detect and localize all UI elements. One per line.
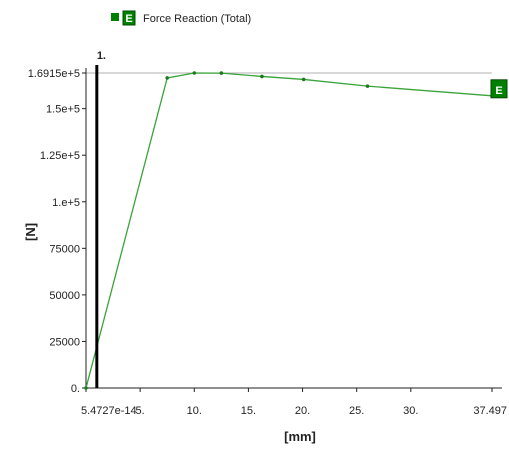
legend-color-swatch	[111, 13, 119, 21]
legend-badge	[122, 10, 136, 26]
data-point	[165, 76, 170, 80]
series-line	[85, 72, 493, 389]
y-tick-label: 1.5e+5	[46, 104, 80, 116]
y-tick-label: 1.25e+5	[40, 150, 80, 162]
cursor-layer[interactable]: 1.	[95, 50, 106, 388]
y-tick-label: 1.6915e+5	[28, 68, 80, 80]
legend: E Force Reaction (Total)	[111, 10, 251, 26]
y-tick-label: 0.	[71, 383, 80, 395]
data-point	[192, 71, 197, 75]
y-tick-label: 1.e+5	[52, 197, 80, 209]
end-badge-letter: E	[495, 85, 502, 97]
y-tick-label: 75000	[49, 243, 80, 255]
end-badge	[490, 79, 508, 99]
x-tick-label: 37.497	[473, 405, 507, 417]
x-tick-label: 25.	[349, 405, 364, 417]
data-point	[301, 77, 306, 82]
x-tick-label: 20.	[295, 405, 310, 417]
data-point	[260, 74, 264, 79]
data-point	[219, 71, 224, 75]
legend-badge-letter: E	[125, 13, 132, 25]
cursor-label: 1.	[97, 50, 106, 62]
x-axis-title: [mm]	[284, 429, 316, 444]
x-tick-label: 5.	[136, 405, 145, 417]
x-tick-label: 10.	[187, 405, 202, 417]
series-layer	[84, 71, 494, 390]
x-tick-label: 30.	[403, 405, 418, 417]
end-badge-layer: E	[490, 79, 508, 99]
data-point	[84, 386, 88, 390]
y-tick-label: 25000	[49, 336, 80, 348]
y-axis-title: [N]	[23, 223, 38, 241]
legend-series-label: Force Reaction (Total)	[143, 13, 251, 25]
x-tick-labels: 5.4727e-145. 10. 15. 20. 25. 30. 37.497	[81, 388, 507, 417]
axes-layer	[85, 68, 502, 389]
x-tick-label: 15.	[241, 405, 256, 417]
data-point	[365, 84, 370, 88]
y-tick-labels: 0. 25000 50000 75000 1.e+5 1.25e+5 1.5e+5 1.691…	[28, 68, 86, 395]
y-tick-label: 50000	[49, 290, 80, 302]
x-tick-label: 5.4727e-14	[81, 405, 137, 417]
